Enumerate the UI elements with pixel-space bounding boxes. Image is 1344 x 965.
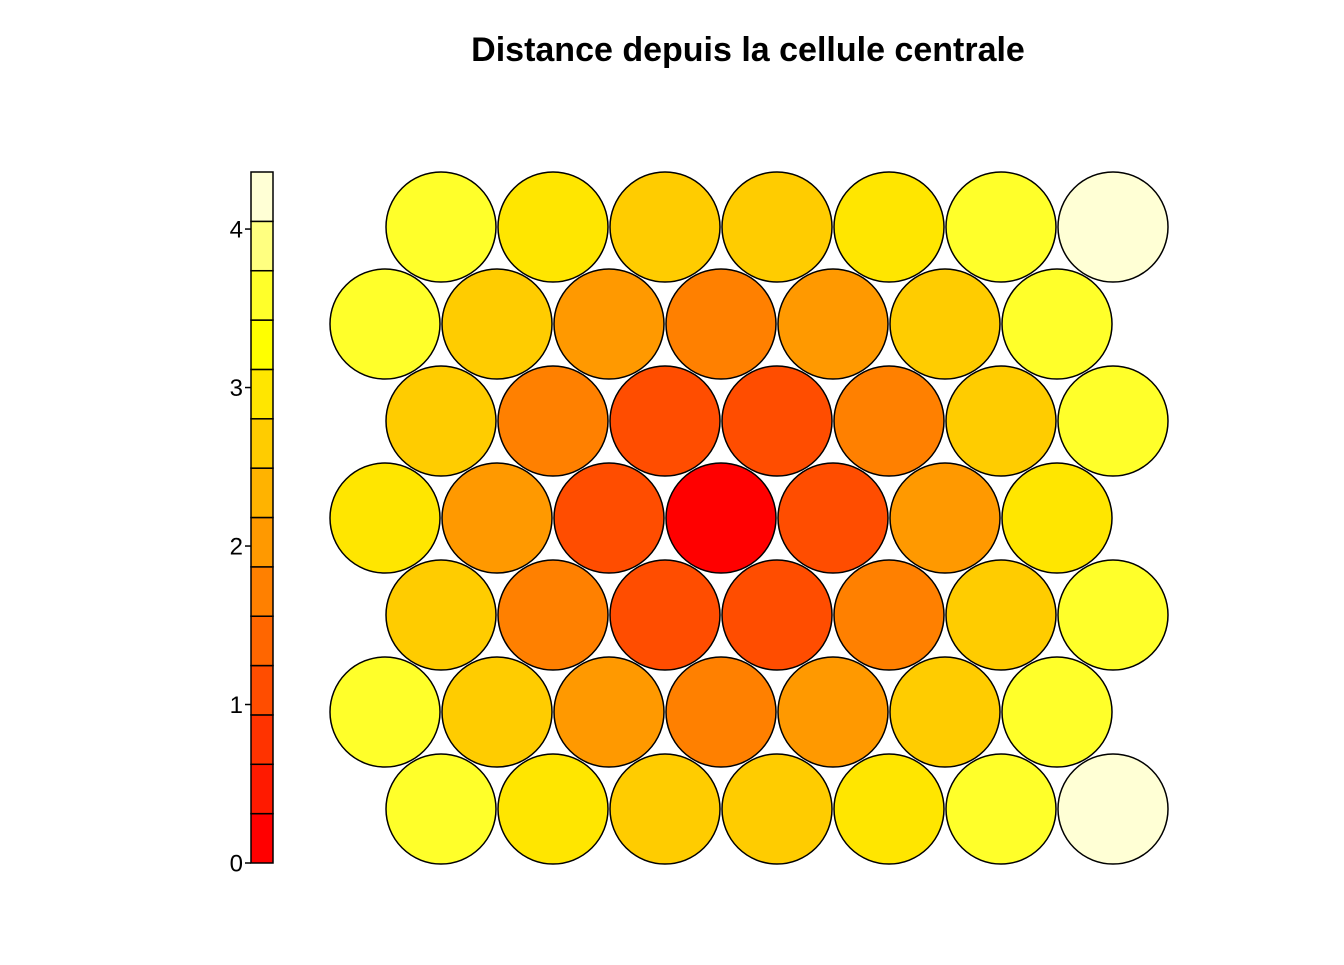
cell bbox=[497, 365, 609, 477]
cell bbox=[889, 656, 1001, 768]
cell bbox=[609, 365, 721, 477]
cell bbox=[945, 171, 1057, 283]
cell bbox=[721, 559, 833, 671]
cell bbox=[833, 365, 945, 477]
colorbar-segment bbox=[250, 319, 274, 371]
colorbar-tick-label: 4 bbox=[230, 216, 243, 243]
cell bbox=[721, 365, 833, 477]
colorbar-segment bbox=[250, 467, 274, 519]
cell bbox=[777, 268, 889, 380]
cell bbox=[777, 656, 889, 768]
cell bbox=[945, 559, 1057, 671]
cell bbox=[1057, 753, 1169, 865]
colorbar-segment bbox=[250, 516, 274, 568]
colorbar-segment bbox=[250, 664, 274, 716]
cell bbox=[721, 753, 833, 865]
colorbar-tick-label: 0 bbox=[230, 850, 243, 877]
cell bbox=[833, 559, 945, 671]
cell bbox=[553, 656, 665, 768]
colorbar-segment bbox=[250, 566, 274, 617]
cell bbox=[385, 171, 497, 283]
cell bbox=[497, 171, 609, 283]
cell bbox=[553, 268, 665, 380]
colorbar-segment bbox=[250, 763, 274, 815]
cell bbox=[441, 462, 553, 574]
colorbar-segment bbox=[250, 812, 274, 864]
cell bbox=[441, 268, 553, 380]
cell bbox=[385, 365, 497, 477]
cell bbox=[497, 753, 609, 865]
cell bbox=[553, 462, 665, 574]
colorbar-segment bbox=[250, 714, 274, 766]
cell bbox=[441, 656, 553, 768]
colorbar-segment bbox=[250, 171, 274, 223]
cell bbox=[777, 462, 889, 574]
chart-title: Distance depuis la cellule centrale bbox=[471, 31, 1025, 69]
cell bbox=[1057, 559, 1169, 671]
cell bbox=[889, 462, 1001, 574]
cell bbox=[1001, 462, 1113, 574]
cell bbox=[665, 268, 777, 380]
cell bbox=[833, 171, 945, 283]
cell bbox=[1001, 656, 1113, 768]
colorbar-segment bbox=[250, 368, 274, 420]
cell bbox=[609, 171, 721, 283]
cell bbox=[1057, 171, 1169, 283]
colorbar-tick-label: 3 bbox=[230, 375, 243, 402]
cell bbox=[889, 268, 1001, 380]
cell bbox=[329, 268, 441, 380]
cell bbox=[665, 462, 777, 574]
cell bbox=[945, 365, 1057, 477]
colorbar-tick-label: 1 bbox=[230, 692, 243, 719]
colorbar-segment bbox=[250, 418, 274, 469]
cell bbox=[329, 656, 441, 768]
colorbar-segment bbox=[250, 220, 274, 272]
cell bbox=[609, 753, 721, 865]
cell bbox=[721, 171, 833, 283]
colorbar-tick-label: 2 bbox=[230, 533, 243, 560]
colorbar-segment bbox=[250, 269, 274, 321]
colorbar-segment bbox=[250, 615, 274, 667]
cell bbox=[329, 462, 441, 574]
cell bbox=[385, 559, 497, 671]
cell bbox=[497, 559, 609, 671]
cell bbox=[1057, 365, 1169, 477]
cell bbox=[833, 753, 945, 865]
cell bbox=[385, 753, 497, 865]
cell bbox=[1001, 268, 1113, 380]
cell bbox=[665, 656, 777, 768]
cell bbox=[609, 559, 721, 671]
cell bbox=[945, 753, 1057, 865]
